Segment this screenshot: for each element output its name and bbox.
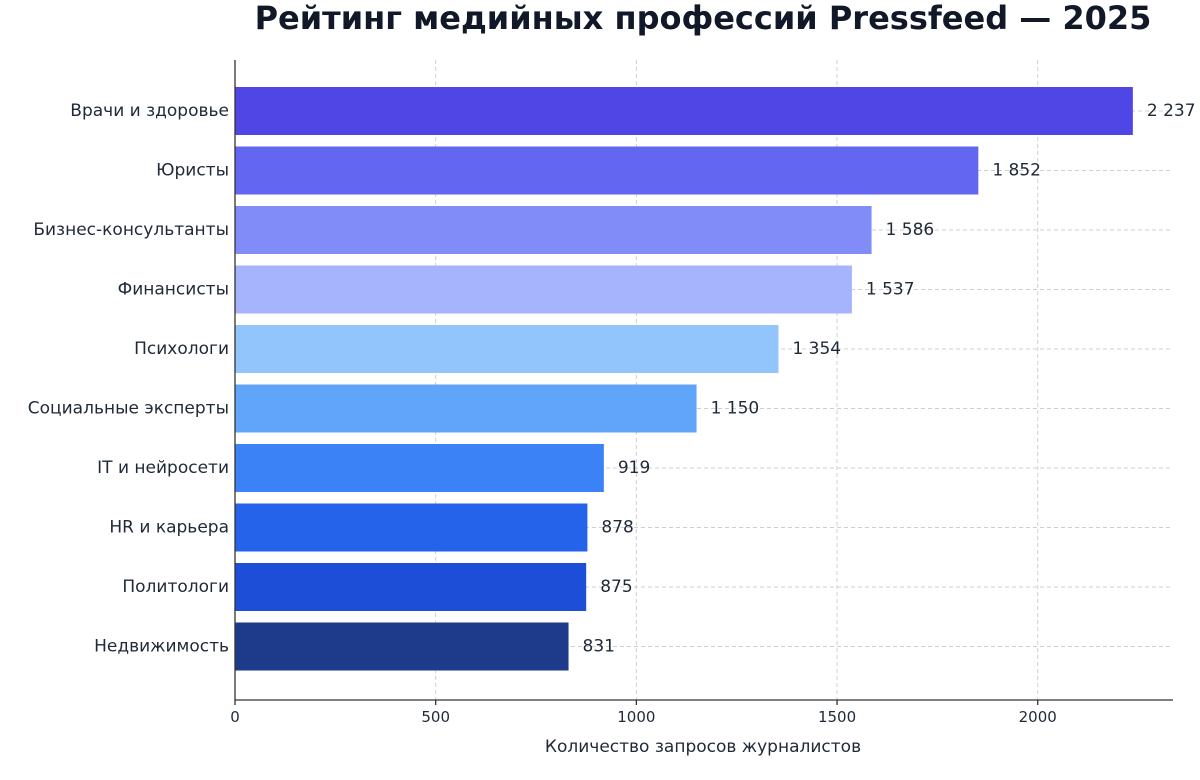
value-label: 1 852 (992, 161, 1041, 181)
bar (235, 563, 587, 611)
bar (235, 384, 697, 433)
chart-title: Рейтинг медийных профессий Pressfeed — 2… (255, 0, 1152, 37)
bar (235, 622, 569, 671)
category-label: HR и карьера (109, 518, 229, 538)
x-tick-label: 2000 (1019, 708, 1057, 726)
category-label: Бизнес-консультанты (33, 220, 229, 240)
value-label: 831 (583, 637, 615, 657)
x-tick-label: 0 (230, 708, 240, 726)
x-tick-label: 1000 (617, 708, 655, 726)
value-label: 919 (618, 458, 650, 478)
category-label: IT и нейросети (97, 458, 229, 478)
value-label: 878 (601, 518, 633, 538)
x-tick-label: 1500 (818, 708, 856, 726)
bar (235, 146, 979, 195)
value-label: 1 150 (711, 399, 760, 419)
value-label: 2 237 (1147, 101, 1196, 121)
category-label: Политологи (122, 577, 229, 597)
value-label: 1 586 (886, 220, 935, 240)
x-tick-label: 500 (421, 708, 450, 726)
bars (235, 87, 1133, 671)
value-labels: 2 237 1 852 1 586 1 537 1 354 1 150 919 878 875 8… (583, 101, 1196, 657)
category-label: Врачи и здоровье (70, 101, 229, 121)
value-label: 1 537 (866, 280, 915, 300)
axes (234, 60, 1173, 701)
value-label: 1 354 (792, 339, 841, 359)
x-axis-label: Количество запросов журналистов (545, 737, 861, 757)
x-axis-ticks: 0 500 1000 1500 2000 (230, 700, 1057, 726)
bar (235, 444, 604, 492)
value-label: 875 (600, 577, 632, 597)
category-label: Юристы (156, 161, 229, 181)
bar (235, 503, 588, 552)
category-label: Психологи (134, 339, 229, 359)
category-labels: Врачи и здоровье Юристы Бизнес-консультант… (28, 101, 229, 657)
bar (235, 87, 1133, 135)
bar (235, 265, 852, 314)
bar (235, 206, 872, 254)
category-label: Социальные эксперты (28, 399, 229, 419)
category-label: Недвижимость (94, 637, 229, 657)
category-label: Финансисты (118, 280, 229, 300)
bar (235, 325, 779, 373)
